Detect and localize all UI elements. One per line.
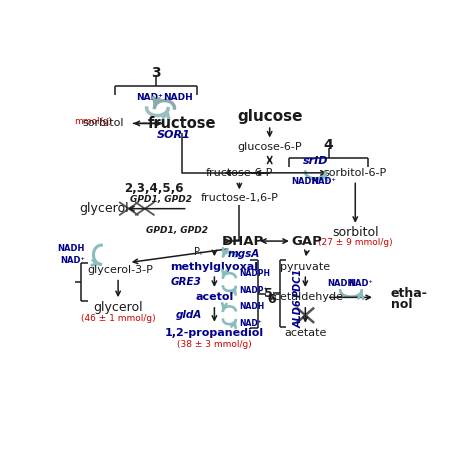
Text: etha-: etha- [391,287,428,301]
Text: sorbitol: sorbitol [332,226,379,239]
Text: Pᵢ: Pᵢ [194,247,202,257]
Text: fructose: fructose [148,116,217,131]
Text: 6: 6 [267,293,275,306]
Text: glucose-6-P: glucose-6-P [237,142,302,152]
Text: pyruvate: pyruvate [280,262,330,272]
Text: SOR1: SOR1 [156,130,191,140]
Text: GPD1, GPD2: GPD1, GPD2 [130,195,192,204]
Text: GPD1, GPD2: GPD1, GPD2 [146,226,208,235]
Text: 2,3,4,5,6: 2,3,4,5,6 [124,182,183,195]
Text: glucose: glucose [237,109,302,124]
Text: glycerol: glycerol [79,202,128,215]
Text: methylglyoxal: methylglyoxal [170,262,258,272]
Text: acetol: acetol [195,292,234,302]
Text: sorbitol: sorbitol [82,118,123,128]
Text: NADH: NADH [328,279,355,288]
Text: (38 ± 3 mmol/g): (38 ± 3 mmol/g) [177,339,252,348]
Text: fructose-1,6-P: fructose-1,6-P [201,193,278,203]
Text: NAD⁺: NAD⁺ [239,319,262,328]
Text: (27 ± 9 mmol/g): (27 ± 9 mmol/g) [318,238,392,247]
Text: 4: 4 [324,137,333,152]
Text: GRE3: GRE3 [171,277,202,287]
Text: mgsA: mgsA [228,249,260,259]
Text: NADP⁺: NADP⁺ [239,286,268,295]
Text: nol: nol [391,298,412,311]
Text: sorbitol-6-P: sorbitol-6-P [324,168,387,178]
Text: NAD⁺: NAD⁺ [348,279,373,288]
Text: DHAP: DHAP [222,235,264,247]
Text: NAD⁺: NAD⁺ [136,93,163,102]
Text: NADH: NADH [291,177,319,186]
Text: acetate: acetate [284,328,327,338]
Text: NADH: NADH [57,245,85,254]
Text: 1,2-propanediol: 1,2-propanediol [165,328,264,338]
Text: (46 ± 1 mmol/g): (46 ± 1 mmol/g) [81,314,155,323]
Text: srID: srID [302,156,328,166]
Text: ALD6: ALD6 [293,299,303,328]
Text: 3: 3 [151,66,160,80]
Text: glycerol: glycerol [93,301,143,314]
Text: NADPH: NADPH [239,269,270,278]
Text: NAD⁺: NAD⁺ [311,177,337,186]
Text: GAP: GAP [292,235,323,247]
Text: PDC1: PDC1 [293,267,303,297]
Text: NADH: NADH [239,302,264,311]
Text: NADH: NADH [163,93,192,102]
Text: fructose-6-P: fructose-6-P [206,168,273,178]
Text: acetaldehyde: acetaldehyde [267,292,343,302]
Text: NAD⁺: NAD⁺ [60,256,85,265]
Text: gldA: gldA [176,310,202,320]
Text: glycerol-3-P: glycerol-3-P [87,265,153,275]
Text: 5: 5 [264,287,273,301]
Text: mmol/g): mmol/g) [74,117,112,126]
